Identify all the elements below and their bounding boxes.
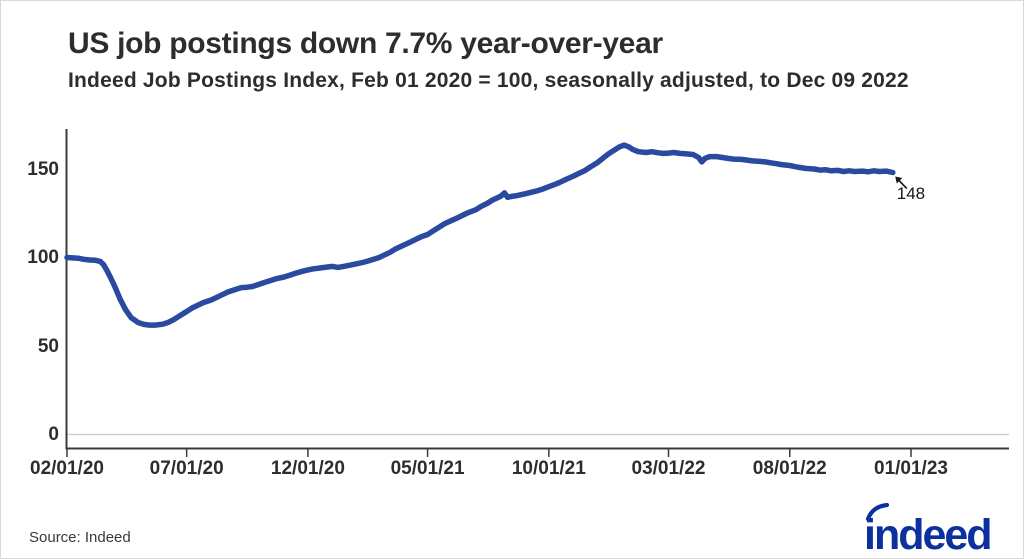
x-tick-label: 08/01/22 — [752, 458, 827, 479]
x-tick-label: 07/01/20 — [149, 458, 224, 479]
chart-title: US job postings down 7.7% year-over-year — [68, 27, 663, 60]
x-tick-marks — [66, 449, 912, 457]
x-tick-label: 12/01/20 — [270, 458, 345, 479]
x-tick-label: 03/01/22 — [631, 458, 706, 479]
indeed-logo-arc-icon — [865, 502, 890, 522]
indeed-logo: indeed — [864, 502, 993, 554]
annotation-arrowhead — [895, 176, 903, 184]
index-line-series — [64, 142, 896, 328]
x-tick-label: 02/01/20 — [30, 458, 104, 479]
y-tick-label: 0 — [48, 424, 59, 445]
end-value-annotation: 148 — [896, 183, 926, 203]
y-tick-label: 150 — [27, 158, 59, 180]
indeed-logo-text: indeed — [864, 511, 991, 554]
source-note: Source: Indeed — [29, 529, 131, 546]
y-tick-label: 100 — [27, 247, 59, 268]
x-tick-label: 10/01/21 — [511, 458, 586, 479]
x-tick-label: 01/01/23 — [874, 458, 948, 479]
chart-subtitle: Indeed Job Postings Index, Feb 01 2020 =… — [68, 69, 909, 92]
y-tick-label: 50 — [37, 335, 59, 357]
x-tick-label: 05/01/21 — [390, 458, 465, 479]
